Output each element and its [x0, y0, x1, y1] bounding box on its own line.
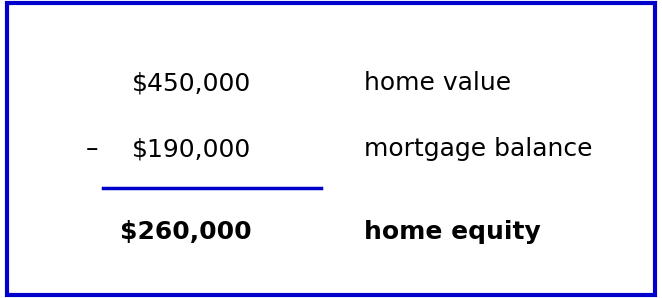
Text: $260,000: $260,000 [120, 221, 252, 244]
Text: $450,000: $450,000 [132, 72, 252, 95]
Text: $190,000: $190,000 [132, 137, 252, 161]
Text: home value: home value [364, 72, 511, 95]
Text: home equity: home equity [364, 221, 541, 244]
Text: –: – [86, 137, 99, 161]
FancyBboxPatch shape [7, 3, 655, 295]
Text: mortgage balance: mortgage balance [364, 137, 592, 161]
